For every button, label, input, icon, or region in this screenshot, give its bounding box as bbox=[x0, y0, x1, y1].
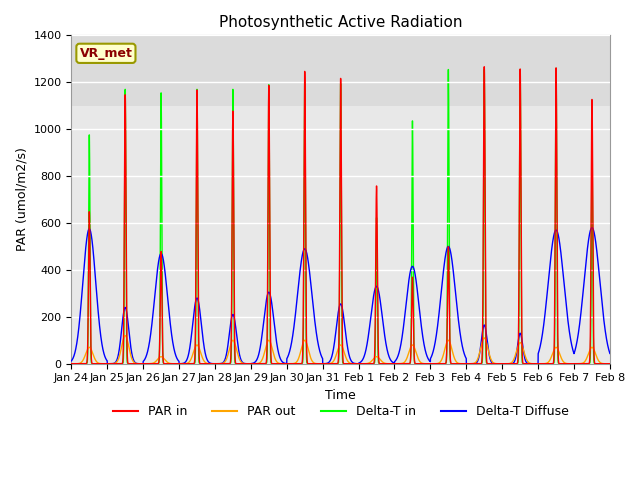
X-axis label: Time: Time bbox=[325, 389, 356, 402]
Bar bbox=[72, 36, 610, 106]
Title: Photosynthetic Active Radiation: Photosynthetic Active Radiation bbox=[219, 15, 462, 30]
Text: VR_met: VR_met bbox=[79, 47, 132, 60]
Legend: PAR in, PAR out, Delta-T in, Delta-T Diffuse: PAR in, PAR out, Delta-T in, Delta-T Dif… bbox=[108, 400, 573, 423]
Y-axis label: PAR (umol/m2/s): PAR (umol/m2/s) bbox=[15, 147, 28, 252]
